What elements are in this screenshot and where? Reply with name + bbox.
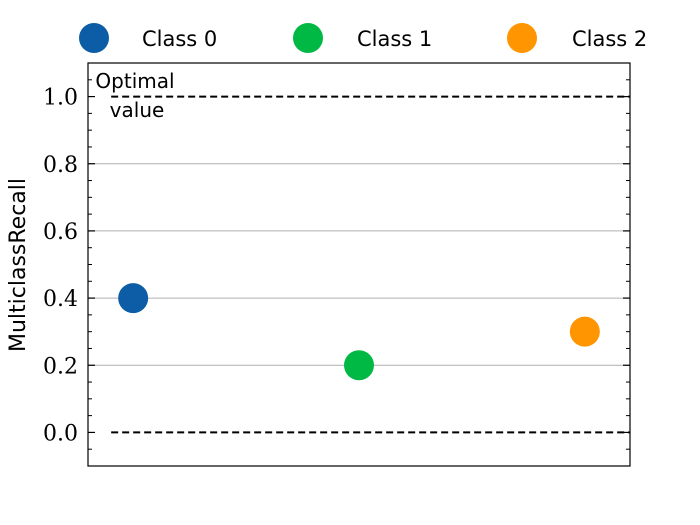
annotation-line-1: Optimal — [95, 69, 174, 93]
legend-label-class-0: Class 0 — [142, 27, 217, 51]
y-tick-label: 0.2 — [43, 354, 78, 379]
y-axis-label: MulticlassRecall — [6, 178, 31, 352]
plot-frame — [87, 62, 631, 467]
legend-label-class-2: Class 2 — [572, 27, 647, 51]
annotation-line-2: value — [110, 98, 165, 122]
y-tick-label: 0.0 — [43, 421, 78, 446]
y-tick-label: 0.8 — [43, 153, 78, 178]
legend-item-class-2: Class 2 — [507, 23, 647, 53]
legend-marker-class-0 — [79, 23, 109, 53]
y-tick-label: 0.4 — [43, 287, 78, 312]
axis-ticks — [88, 62, 630, 467]
legend: Class 0 Class 1 Class 2 — [79, 23, 647, 53]
data-point — [344, 350, 374, 381]
legend-marker-class-2 — [507, 23, 537, 53]
y-tick-labels: 0.0 0.2 0.4 0.6 0.8 1.0 — [43, 86, 78, 447]
annotation-optimal-value: Optimal value — [95, 69, 174, 122]
legend-label-class-1: Class 1 — [357, 27, 432, 51]
y-tick-label: 1.0 — [43, 86, 78, 111]
legend-item-class-1: Class 1 — [293, 23, 432, 53]
data-point — [569, 316, 600, 347]
data-point — [118, 283, 149, 314]
data-points — [118, 283, 600, 381]
reference-lines — [111, 95, 630, 434]
legend-item-class-0: Class 0 — [79, 23, 217, 53]
grid-lines — [88, 163, 630, 366]
legend-marker-class-1 — [293, 23, 323, 53]
y-tick-label: 0.6 — [43, 220, 78, 245]
